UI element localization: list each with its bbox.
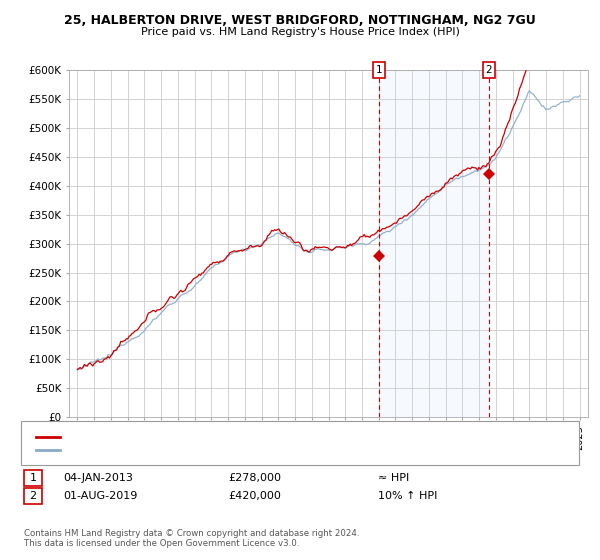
Text: 04-JAN-2013: 04-JAN-2013 [63,473,133,483]
Text: 01-AUG-2019: 01-AUG-2019 [63,491,137,501]
Text: 10% ↑ HPI: 10% ↑ HPI [378,491,437,501]
Text: £420,000: £420,000 [228,491,281,501]
Text: ≈ HPI: ≈ HPI [378,473,409,483]
Text: 25, HALBERTON DRIVE, WEST BRIDGFORD, NOTTINGHAM, NG2 7GU: 25, HALBERTON DRIVE, WEST BRIDGFORD, NOT… [64,14,536,27]
Text: 1: 1 [29,473,37,483]
Text: 25, HALBERTON DRIVE, WEST BRIDGFORD, NOTTINGHAM, NG2 7GU (detached house): 25, HALBERTON DRIVE, WEST BRIDGFORD, NOT… [63,432,485,442]
Text: £278,000: £278,000 [228,473,281,483]
Text: 1: 1 [376,65,383,75]
Text: Price paid vs. HM Land Registry's House Price Index (HPI): Price paid vs. HM Land Registry's House … [140,27,460,37]
Text: HPI: Average price, detached house, Rushcliffe: HPI: Average price, detached house, Rush… [63,445,292,455]
Text: 2: 2 [29,491,37,501]
Text: This data is licensed under the Open Government Licence v3.0.: This data is licensed under the Open Gov… [24,539,299,548]
Text: Contains HM Land Registry data © Crown copyright and database right 2024.: Contains HM Land Registry data © Crown c… [24,529,359,538]
Bar [379,70,489,417]
Text: 2: 2 [485,65,492,75]
